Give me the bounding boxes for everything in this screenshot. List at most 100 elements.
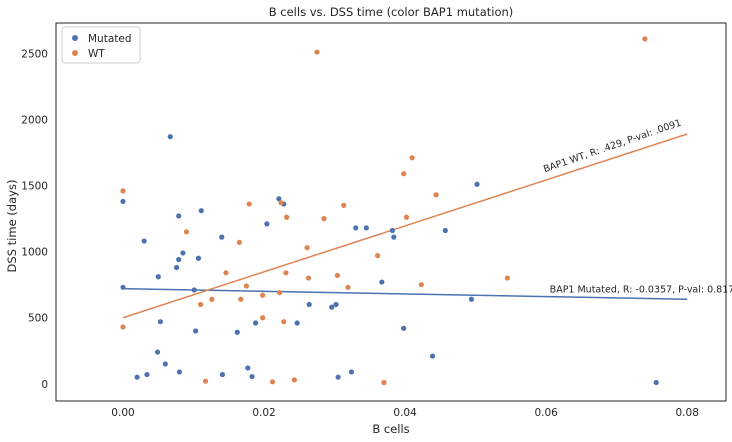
data-point-wt xyxy=(321,216,327,222)
data-point-mutated xyxy=(198,208,204,214)
y-tick-label: 2000 xyxy=(21,114,48,126)
y-tick-label: 1000 xyxy=(21,247,48,259)
x-tick-label: 0.00 xyxy=(111,407,134,419)
data-point-wt xyxy=(246,201,252,207)
data-point-mutated xyxy=(653,379,659,386)
data-point-mutated xyxy=(157,319,163,325)
data-point-wt xyxy=(269,379,276,385)
legend-marker-wt xyxy=(72,50,78,56)
x-tick-label: 0.06 xyxy=(534,407,558,419)
legend-label-wt: WT xyxy=(88,48,105,60)
data-point-wt xyxy=(243,283,250,289)
data-point-mutated xyxy=(120,284,126,290)
data-point-mutated xyxy=(264,221,270,227)
x-axis-label: B cells xyxy=(372,422,409,436)
data-point-wt xyxy=(120,188,126,194)
data-point-wt xyxy=(418,282,424,288)
x-tick-label: 0.08 xyxy=(676,407,699,419)
data-point-wt xyxy=(401,171,407,177)
y-tick-label: 1500 xyxy=(21,181,48,193)
data-point-mutated xyxy=(348,369,355,375)
regression-line-wt xyxy=(122,133,688,319)
axis-ticks: 0.00 0.02 0.04 0.06 0.08 0 500 1000 1500 2000 2500 xyxy=(21,48,699,419)
data-point-wt xyxy=(238,296,244,302)
y-tick-label: 2500 xyxy=(21,48,48,60)
data-point-mutated xyxy=(176,369,183,375)
data-point-mutated xyxy=(335,374,341,380)
data-point-mutated xyxy=(245,365,251,371)
legend-label-mutated: Mutated xyxy=(88,33,132,45)
data-point-wt xyxy=(197,301,204,308)
data-point-wt xyxy=(291,377,297,383)
data-point-wt xyxy=(202,378,209,384)
data-point-mutated xyxy=(353,225,359,231)
legend: Mutated WT xyxy=(61,26,141,64)
regression-line-mutated xyxy=(122,287,688,300)
data-point-wt xyxy=(403,214,410,220)
chart-title: B cells vs. DSS time (color BAP1 mutatio… xyxy=(269,5,514,19)
data-point-wt xyxy=(642,36,648,42)
x-tick-label: 0.02 xyxy=(252,407,275,419)
y-tick-label: 0 xyxy=(41,379,48,391)
data-points xyxy=(120,36,659,386)
data-point-wt xyxy=(305,275,312,281)
data-point-mutated xyxy=(167,134,173,140)
data-point-wt xyxy=(209,296,215,302)
data-point-mutated xyxy=(191,287,197,293)
data-point-mutated xyxy=(442,227,448,234)
data-point-mutated xyxy=(134,374,140,380)
data-point-wt xyxy=(260,292,266,298)
data-point-wt xyxy=(304,245,310,251)
data-point-mutated xyxy=(474,181,480,187)
fit-annotation: BAP1 Mutated, R: -0.0357, P-val: 0.817 xyxy=(550,285,732,296)
data-point-mutated xyxy=(144,371,150,378)
data-point-wt xyxy=(284,214,290,220)
data-point-mutated xyxy=(162,361,168,367)
data-point-wt xyxy=(260,315,266,321)
data-point-mutated xyxy=(234,329,240,335)
data-point-mutated xyxy=(174,264,180,271)
data-point-wt xyxy=(120,324,126,330)
data-point-wt xyxy=(223,270,229,276)
legend-marker-mutated xyxy=(72,35,78,41)
data-point-wt xyxy=(433,192,439,198)
plot-area xyxy=(55,22,727,402)
data-point-wt xyxy=(345,284,351,290)
data-point-wt xyxy=(281,319,287,325)
data-point-wt xyxy=(283,270,289,276)
plot-frame xyxy=(55,22,727,402)
y-axis-label: DSS time (days) xyxy=(5,180,19,273)
data-point-mutated xyxy=(176,213,182,219)
y-tick-label: 500 xyxy=(28,313,48,325)
data-point-mutated xyxy=(391,234,397,240)
x-tick-label: 0.04 xyxy=(393,407,417,419)
data-point-mutated xyxy=(329,304,335,310)
data-point-wt xyxy=(334,272,340,279)
data-point-mutated xyxy=(294,320,300,326)
data-point-wt xyxy=(381,379,387,386)
regression-lines xyxy=(122,133,688,319)
data-point-mutated xyxy=(120,198,126,205)
data-point-mutated xyxy=(176,256,182,263)
data-point-wt xyxy=(236,239,242,245)
data-point-mutated xyxy=(379,279,385,285)
data-point-mutated xyxy=(363,225,369,231)
data-point-mutated xyxy=(333,301,339,308)
data-point-mutated xyxy=(306,301,312,308)
data-point-mutated xyxy=(249,373,255,380)
data-point-mutated xyxy=(219,371,226,378)
data-point-wt xyxy=(409,155,415,161)
data-point-mutated xyxy=(154,349,161,355)
data-point-mutated xyxy=(389,227,396,234)
legend-box xyxy=(61,26,141,64)
data-point-wt xyxy=(278,200,284,206)
data-point-wt xyxy=(276,290,283,296)
data-point-wt xyxy=(504,275,510,281)
data-point-mutated xyxy=(219,234,225,240)
data-point-wt xyxy=(375,253,381,259)
data-point-mutated xyxy=(180,250,186,256)
data-point-mutated xyxy=(468,296,474,302)
data-point-mutated xyxy=(155,274,161,280)
data-point-mutated xyxy=(276,196,282,202)
